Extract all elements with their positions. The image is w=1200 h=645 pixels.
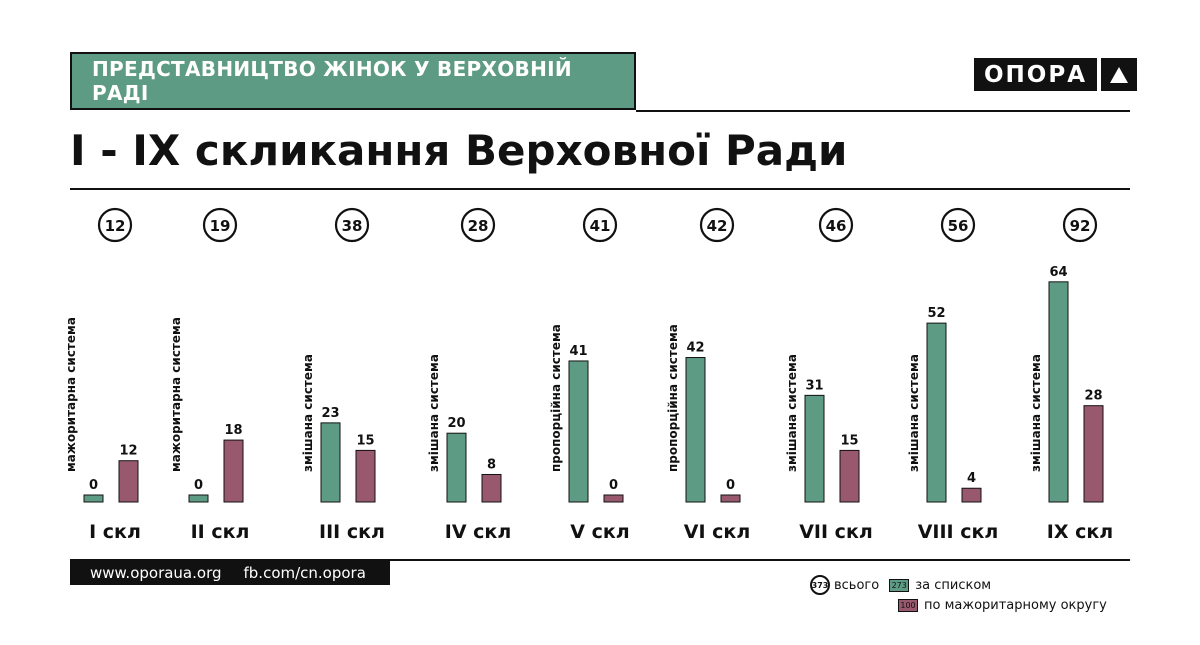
total-circle bbox=[1062, 207, 1098, 243]
footer-links: www.oporaua.org fb.com/cn.opora bbox=[70, 561, 390, 585]
total-label: 42 bbox=[707, 217, 728, 235]
total-label: 12 bbox=[105, 217, 126, 235]
site-link[interactable]: www.oporaua.org bbox=[90, 564, 222, 582]
bar-majority bbox=[355, 449, 376, 503]
system-label: пропорційна система bbox=[549, 324, 563, 472]
header-rule bbox=[636, 110, 1130, 112]
logo-text: ОПОРА bbox=[974, 58, 1098, 91]
bar-value-label: 64 bbox=[1049, 265, 1067, 280]
total-label: 28 bbox=[468, 217, 489, 235]
system-label: змішана система bbox=[427, 354, 441, 472]
bar-value-label: 23 bbox=[321, 406, 339, 421]
bar-list bbox=[320, 422, 341, 503]
category-label: III скл bbox=[319, 521, 385, 543]
total-circle bbox=[97, 207, 133, 243]
bar-value-label: 18 bbox=[224, 423, 242, 438]
bar-value-label: 0 bbox=[89, 478, 98, 493]
bar-list bbox=[926, 322, 947, 503]
bar-majority bbox=[961, 487, 982, 503]
bar-value-label: 42 bbox=[686, 341, 704, 356]
bar-value-label: 4 bbox=[967, 471, 976, 486]
page-title: I - IX скликання Верховної Ради bbox=[70, 126, 848, 175]
bar-majority bbox=[223, 439, 244, 503]
bar-majority bbox=[1083, 405, 1104, 503]
legend-majority-swatch: 100 bbox=[898, 598, 918, 612]
baseline-rule bbox=[70, 559, 1130, 561]
opora-logo: ОПОРА bbox=[974, 58, 1138, 91]
legend: 373 всього 273 за списком 100 по мажорит… bbox=[810, 575, 1107, 615]
bar-list bbox=[83, 494, 104, 503]
bar-value-label: 52 bbox=[927, 306, 945, 321]
banner-title: ПРЕДСТАВНИЦТВО ЖІНОК У ВЕРХОВНІЙ РАДІ bbox=[92, 57, 572, 105]
header-banner: ПРЕДСТАВНИЦТВО ЖІНОК У ВЕРХОВНІЙ РАДІ bbox=[70, 52, 636, 110]
bar-value-label: 15 bbox=[356, 433, 374, 448]
bar-list bbox=[1048, 281, 1069, 503]
total-label: 56 bbox=[948, 217, 969, 235]
bar-majority bbox=[603, 494, 624, 503]
legend-total-label: всього bbox=[834, 577, 880, 593]
bar-value-label: 31 bbox=[805, 378, 823, 393]
system-label: змішана система bbox=[1029, 354, 1043, 472]
bar-value-label: 12 bbox=[119, 444, 137, 459]
legend-list-swatch: 273 bbox=[889, 578, 910, 592]
category-label: II скл bbox=[191, 521, 250, 543]
system-label: пропорційна система bbox=[666, 324, 680, 472]
bar-list bbox=[446, 432, 467, 503]
system-label: мажоритарна система bbox=[169, 317, 183, 472]
bar-majority bbox=[720, 494, 741, 503]
category-label: IX скл bbox=[1047, 521, 1113, 543]
total-label: 41 bbox=[590, 217, 611, 235]
total-label: 38 bbox=[342, 217, 363, 235]
system-label: мажоритарна система bbox=[64, 317, 78, 472]
bar-list bbox=[804, 394, 825, 503]
bar-value-label: 8 bbox=[487, 457, 496, 472]
fb-link[interactable]: fb.com/cn.opora bbox=[243, 564, 366, 582]
legend-total-circle: 373 bbox=[810, 575, 830, 595]
category-label: VIII скл bbox=[918, 521, 999, 543]
bar-value-label: 20 bbox=[447, 416, 465, 431]
bar-majority bbox=[481, 473, 502, 503]
title-rule bbox=[70, 188, 1130, 190]
system-label: змішана система bbox=[907, 354, 921, 472]
bar-value-label: 0 bbox=[194, 478, 203, 493]
legend-list-label: за списком bbox=[915, 577, 992, 593]
legend-majority-label: по мажоритарному округу bbox=[924, 597, 1107, 613]
category-label: I скл bbox=[89, 521, 141, 543]
bar-majority bbox=[839, 449, 860, 503]
category-label: IV скл bbox=[445, 521, 511, 543]
triangle-icon bbox=[1101, 58, 1138, 91]
total-circle bbox=[818, 207, 854, 243]
system-label: змішана система bbox=[301, 354, 315, 472]
legend-row-majority: 100 по мажоритарному округу bbox=[810, 595, 1107, 615]
bar-list bbox=[188, 494, 209, 503]
total-circle bbox=[334, 207, 370, 243]
bar-value-label: 28 bbox=[1084, 389, 1102, 404]
bar-value-label: 41 bbox=[569, 344, 587, 359]
bar-value-label: 0 bbox=[609, 478, 618, 493]
total-label: 46 bbox=[826, 217, 847, 235]
total-circle bbox=[699, 207, 735, 243]
total-circle bbox=[940, 207, 976, 243]
bar-list bbox=[685, 357, 706, 503]
legend-row-totals: 373 всього 273 за списком bbox=[810, 575, 1107, 595]
system-label: змішана система bbox=[785, 354, 799, 472]
total-circle bbox=[582, 207, 618, 243]
total-circle bbox=[460, 207, 496, 243]
total-circle bbox=[202, 207, 238, 243]
bar-list bbox=[568, 360, 589, 503]
total-label: 92 bbox=[1070, 217, 1091, 235]
category-label: VI скл bbox=[684, 521, 750, 543]
bar-value-label: 0 bbox=[726, 478, 735, 493]
category-label: VII скл bbox=[799, 521, 873, 543]
bar-value-label: 15 bbox=[840, 433, 858, 448]
category-label: V скл bbox=[570, 521, 629, 543]
bar-majority bbox=[118, 460, 139, 503]
total-label: 19 bbox=[210, 217, 231, 235]
